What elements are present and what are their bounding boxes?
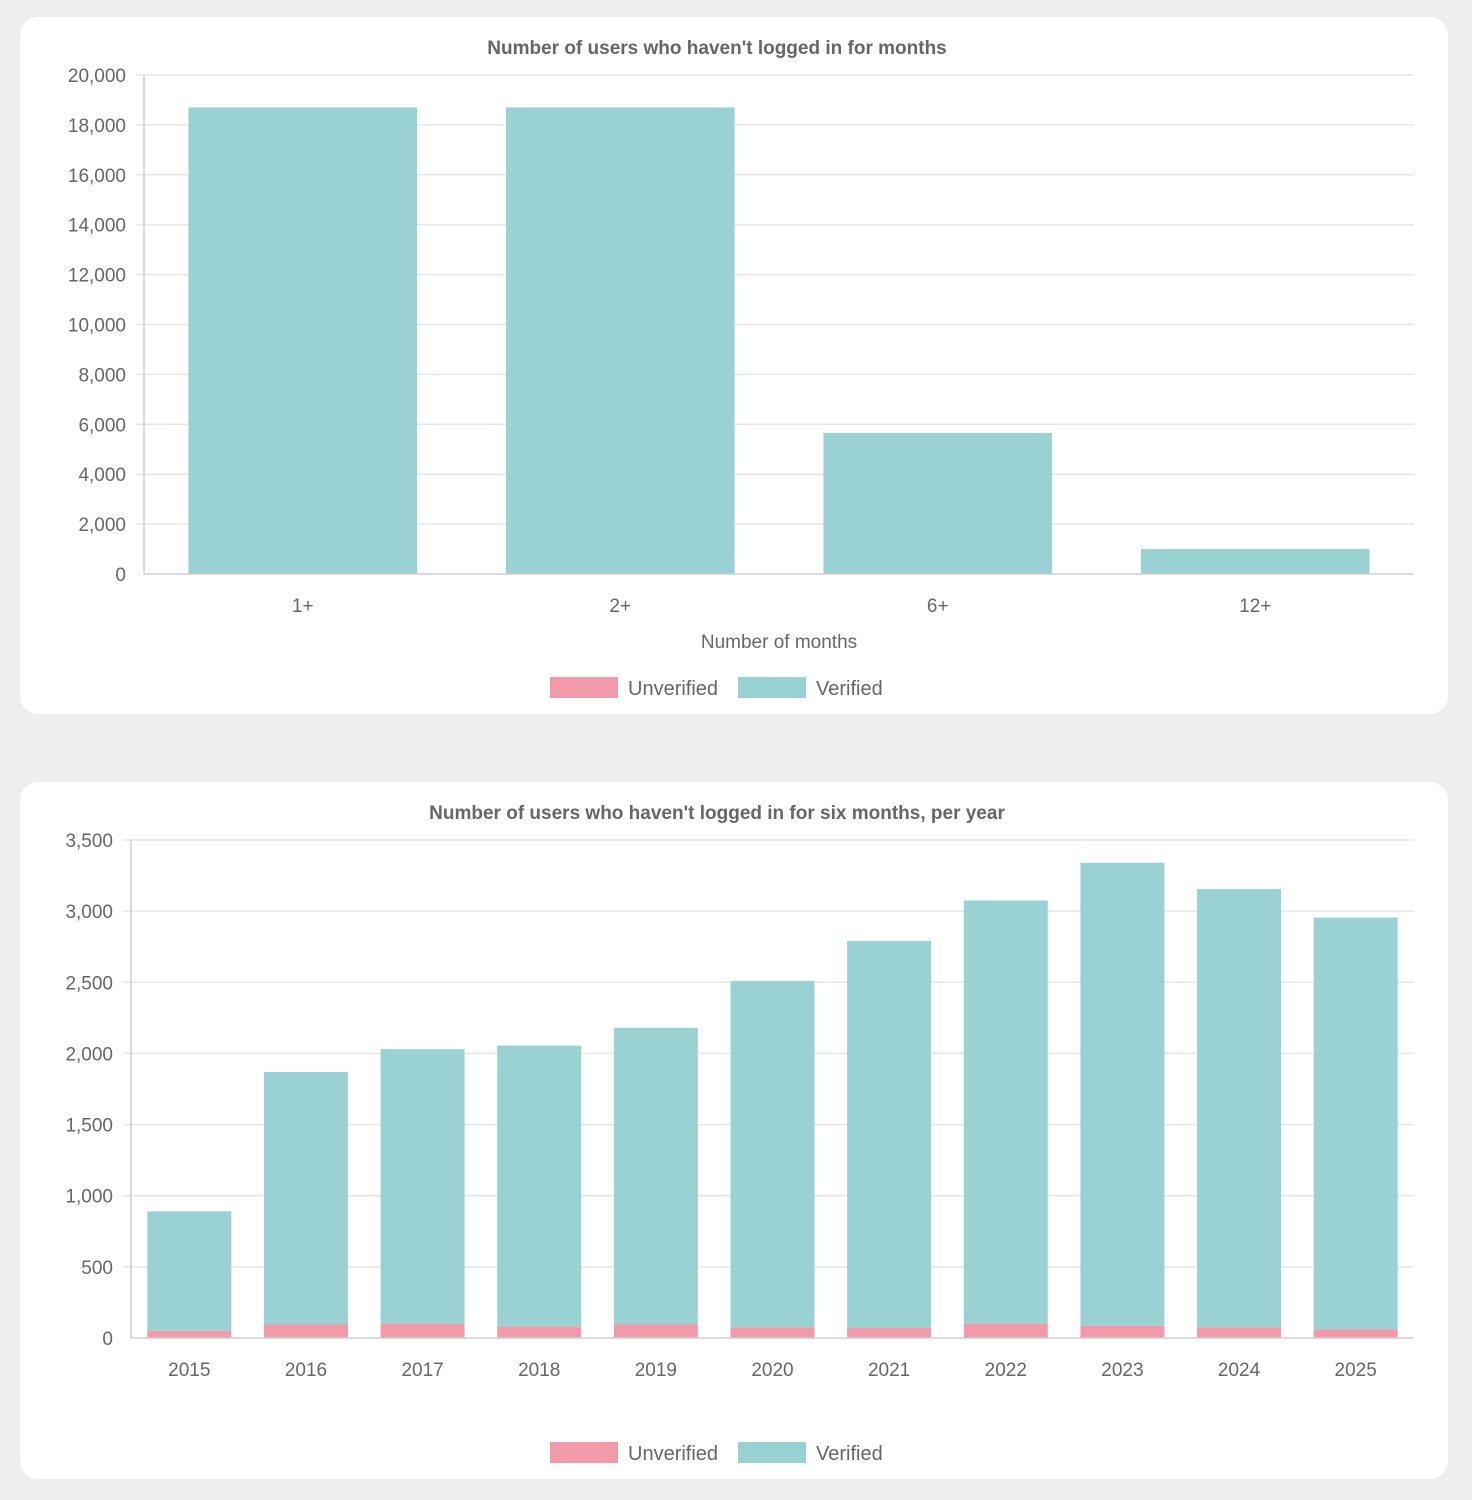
y-tick-label: 6,000 <box>78 415 126 436</box>
x-tick-label: 2025 <box>1335 1360 1377 1381</box>
bar-verified-1plus[interactable] <box>188 107 418 574</box>
y-tick-label: 4,000 <box>78 465 126 486</box>
bar-verified-2022[interactable] <box>963 900 1048 1324</box>
bar-unverified-2020[interactable] <box>730 1327 815 1338</box>
x-tick-label: 2019 <box>635 1360 677 1381</box>
bar-verified-6plus[interactable] <box>823 433 1053 574</box>
bar-verified-2016[interactable] <box>263 1071 348 1325</box>
bar-verified-12plus[interactable] <box>1140 549 1370 574</box>
chart-title: Number of users who haven't logged in fo… <box>429 803 1005 824</box>
x-tick-label: 2021 <box>868 1360 910 1381</box>
y-tick-label: 2,500 <box>65 973 113 994</box>
chart-title: Number of users who haven't logged in fo… <box>487 38 947 59</box>
bar-unverified-2021[interactable] <box>847 1328 932 1338</box>
legend-swatch-verified[interactable] <box>738 1442 806 1463</box>
legend-swatch-unverified[interactable] <box>550 677 618 698</box>
legend-label-verified[interactable]: Verified <box>816 1443 883 1465</box>
bar-verified-2023[interactable] <box>1080 862 1165 1326</box>
bar-unverified-2024[interactable] <box>1197 1327 1282 1338</box>
y-tick-label: 1,000 <box>65 1187 113 1208</box>
x-axis-title: Number of months <box>701 632 857 653</box>
legend: Unverified Verified <box>550 677 883 700</box>
bar-unverified-2018[interactable] <box>497 1326 582 1338</box>
x-tick-label: 2016 <box>285 1360 327 1381</box>
y-tick-label: 18,000 <box>68 116 126 137</box>
y-tick-label: 500 <box>81 1258 113 1279</box>
bar-verified-2018[interactable] <box>497 1045 582 1327</box>
x-tick-label: 1+ <box>292 596 314 617</box>
y-tick-label: 3,000 <box>65 902 113 923</box>
x-tick-label: 2024 <box>1218 1360 1261 1381</box>
bar-verified-2020[interactable] <box>730 980 815 1328</box>
bar-unverified-2025[interactable] <box>1313 1329 1398 1338</box>
x-tick-label: 2+ <box>609 596 631 617</box>
bar-chart-months: Number of users who haven't logged in fo… <box>68 38 1414 700</box>
bar-verified-2025[interactable] <box>1313 917 1398 1330</box>
bar-unverified-2015[interactable] <box>147 1330 232 1338</box>
y-tick-label: 14,000 <box>68 216 126 237</box>
x-tick-label: 2020 <box>751 1360 793 1381</box>
bar-unverified-2023[interactable] <box>1080 1325 1165 1338</box>
bar-verified-2015[interactable] <box>147 1211 232 1331</box>
bar-verified-2plus[interactable] <box>505 107 735 574</box>
y-tick-label: 20,000 <box>68 66 126 87</box>
legend-label-unverified[interactable]: Unverified <box>628 678 718 700</box>
y-tick-label: 10,000 <box>68 316 126 337</box>
x-tick-label: 2015 <box>168 1360 210 1381</box>
y-tick-label: 8,000 <box>78 365 126 386</box>
bar-verified-2019[interactable] <box>613 1027 698 1325</box>
x-tick-label: 2022 <box>985 1360 1027 1381</box>
legend-swatch-unverified[interactable] <box>550 1442 618 1463</box>
x-tick-label: 6+ <box>927 596 949 617</box>
bar-chart-per-year: Number of users who haven't logged in fo… <box>65 803 1414 1465</box>
y-tick-label: 12,000 <box>68 266 126 287</box>
x-tick-label: 2018 <box>518 1360 560 1381</box>
y-tick-label: 1,500 <box>65 1116 113 1137</box>
bar-unverified-2017[interactable] <box>380 1323 465 1338</box>
legend-label-unverified[interactable]: Unverified <box>628 1443 718 1465</box>
y-tick-label: 2,000 <box>78 515 126 536</box>
y-tick-label: 2,000 <box>65 1044 113 1065</box>
bar-verified-2024[interactable] <box>1197 889 1282 1328</box>
chart-card-per-year: Number of users who haven't logged in fo… <box>20 782 1448 1479</box>
y-tick-label: 3,500 <box>65 831 113 852</box>
legend-label-verified[interactable]: Verified <box>816 678 883 700</box>
y-tick-label: 0 <box>115 565 126 586</box>
bar-unverified-2022[interactable] <box>963 1323 1048 1338</box>
legend-swatch-verified[interactable] <box>738 677 806 698</box>
x-tick-label: 12+ <box>1239 596 1271 617</box>
x-tick-label: 2017 <box>401 1360 443 1381</box>
bar-verified-2017[interactable] <box>380 1049 465 1324</box>
chart-card-months: Number of users who haven't logged in fo… <box>20 17 1448 714</box>
bar-unverified-2016[interactable] <box>263 1324 348 1338</box>
legend: Unverified Verified <box>550 1442 883 1465</box>
y-tick-label: 0 <box>102 1329 113 1350</box>
y-tick-label: 16,000 <box>68 166 126 187</box>
bar-verified-2021[interactable] <box>847 941 932 1329</box>
x-tick-label: 2023 <box>1101 1360 1143 1381</box>
bar-unverified-2019[interactable] <box>613 1324 698 1338</box>
